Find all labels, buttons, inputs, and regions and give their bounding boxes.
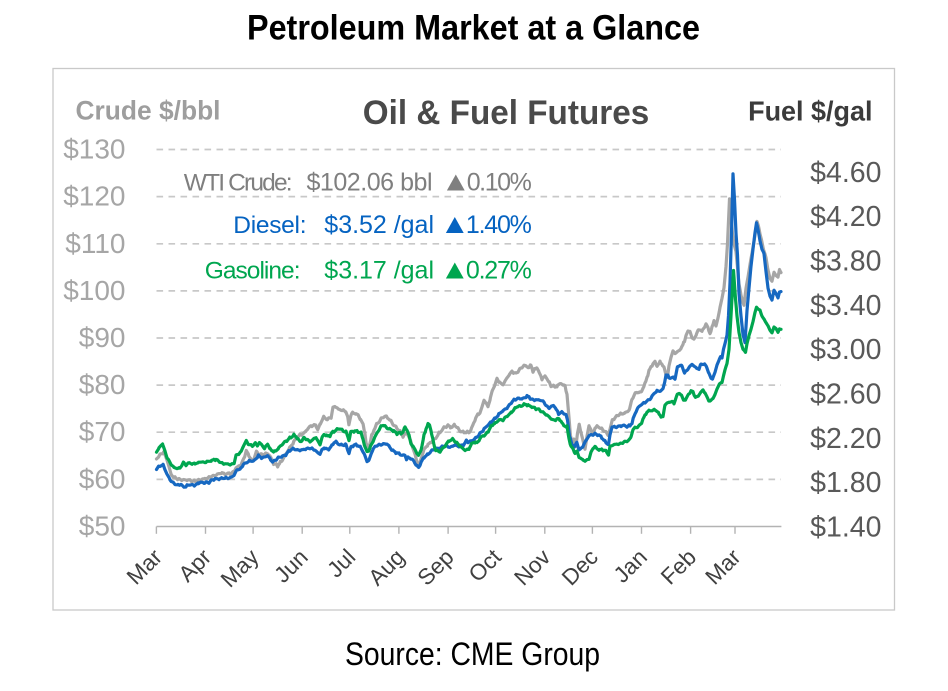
svg-text:$130: $130 bbox=[63, 134, 125, 165]
svg-text:$70: $70 bbox=[79, 416, 126, 447]
svg-text:WTI Crude:: WTI Crude: bbox=[184, 170, 293, 197]
svg-text:$2.60: $2.60 bbox=[810, 379, 881, 411]
svg-text:0.10%: 0.10% bbox=[467, 169, 532, 197]
svg-text:Fuel $/gal: Fuel $/gal bbox=[748, 96, 872, 127]
svg-text:$4.60: $4.60 bbox=[810, 157, 881, 189]
svg-text:$2.20: $2.20 bbox=[810, 423, 881, 455]
svg-text:Petroleum Market at a Glance: Petroleum Market at a Glance bbox=[247, 9, 700, 48]
svg-text:$3.52 /gal: $3.52 /gal bbox=[324, 211, 434, 239]
svg-text:$3.17 /gal: $3.17 /gal bbox=[324, 257, 434, 285]
svg-text:1.40%: 1.40% bbox=[466, 211, 532, 239]
svg-text:$120: $120 bbox=[63, 181, 125, 212]
svg-text:$90: $90 bbox=[79, 322, 126, 353]
svg-text:Diesel:: Diesel: bbox=[233, 212, 306, 239]
svg-text:$80: $80 bbox=[79, 369, 126, 400]
svg-text:$1.80: $1.80 bbox=[810, 467, 881, 499]
svg-text:Source: CME Group: Source: CME Group bbox=[345, 636, 600, 672]
svg-text:$1.40: $1.40 bbox=[810, 512, 881, 544]
svg-text:$100: $100 bbox=[63, 275, 125, 306]
svg-text:$3.80: $3.80 bbox=[810, 246, 881, 278]
svg-text:$60: $60 bbox=[79, 463, 126, 494]
svg-text:$110: $110 bbox=[65, 228, 125, 259]
svg-text:Gasoline:: Gasoline: bbox=[205, 258, 301, 285]
svg-text:$3.00: $3.00 bbox=[810, 334, 881, 366]
svg-text:$50: $50 bbox=[79, 511, 126, 542]
svg-text:$4.20: $4.20 bbox=[810, 201, 881, 233]
svg-text:Oil & Fuel Futures: Oil & Fuel Futures bbox=[363, 94, 649, 132]
svg-text:$3.40: $3.40 bbox=[810, 290, 881, 322]
svg-text:$102.06 bbl: $102.06 bbl bbox=[307, 169, 433, 197]
svg-text:Crude $/bbl: Crude $/bbl bbox=[76, 96, 221, 126]
svg-text:0.27%: 0.27% bbox=[466, 257, 532, 285]
